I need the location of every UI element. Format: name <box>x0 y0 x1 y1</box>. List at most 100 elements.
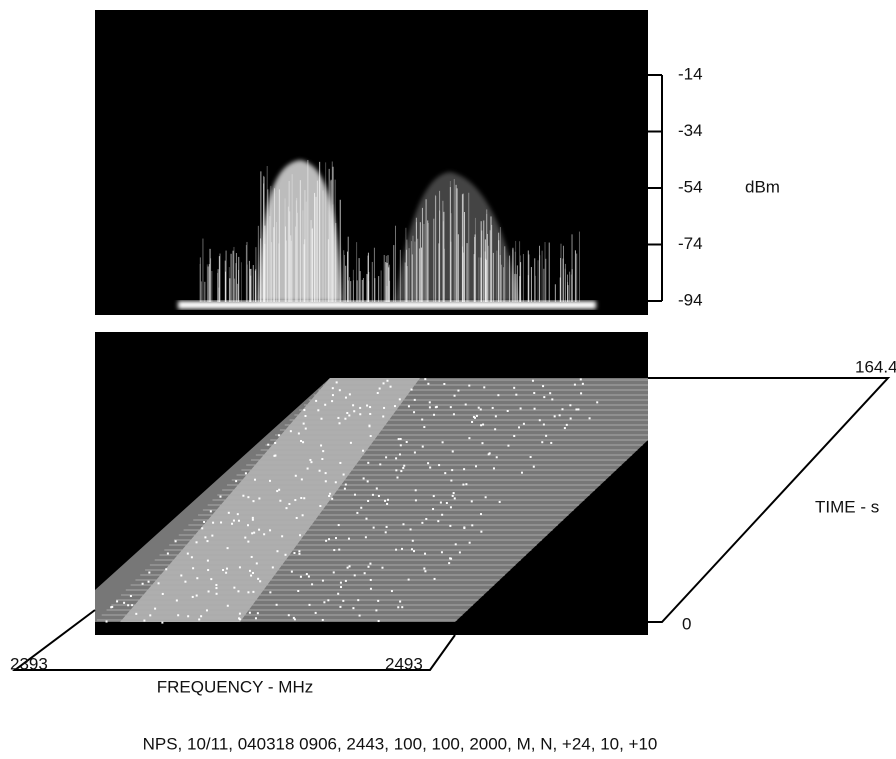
waterfall-dot <box>186 552 189 555</box>
waterfall-dot <box>211 534 214 537</box>
waterfall-dot <box>184 580 187 583</box>
waterfall-dot <box>399 444 402 447</box>
waterfall-dot <box>359 406 362 409</box>
waterfall-dot <box>300 478 303 481</box>
waterfall-dot <box>580 392 583 395</box>
waterfall-dot <box>321 618 324 621</box>
waterfall-dot <box>402 466 405 469</box>
waterfall-dot <box>346 566 349 569</box>
waterfall-dot <box>398 453 401 456</box>
waterfall-dot <box>409 528 412 531</box>
waterfall-dot <box>452 413 455 416</box>
waterfall-dot <box>342 599 345 602</box>
waterfall-dot <box>192 567 195 570</box>
waterfall-dot <box>463 468 466 471</box>
spectrum-panel <box>95 10 648 315</box>
waterfall-dot <box>533 407 536 410</box>
waterfall-dot <box>448 562 451 565</box>
waterfall-dot <box>399 438 402 441</box>
waterfall-dot <box>375 609 378 612</box>
waterfall-dot <box>281 535 284 538</box>
x-axis-label: FREQUENCY - MHz <box>157 677 313 696</box>
waterfall-dot <box>362 477 365 480</box>
waterfall-dot <box>295 516 298 519</box>
waterfall-dot <box>339 605 342 608</box>
waterfall-dot <box>143 619 146 622</box>
waterfall-dot <box>444 472 447 475</box>
waterfall-dot <box>369 406 372 409</box>
waterfall-dot <box>247 540 250 543</box>
waterfall-dot <box>324 480 327 483</box>
waterfall-dot <box>324 403 327 406</box>
waterfall-dot <box>375 487 378 490</box>
waterfall-dot <box>250 555 253 558</box>
waterfall-dot <box>450 557 453 560</box>
waterfall-dot <box>347 537 350 540</box>
waterfall-dot <box>495 456 498 459</box>
waterfall-dot <box>384 499 387 502</box>
waterfall-dot <box>331 497 334 500</box>
waterfall-dot <box>346 411 349 414</box>
waterfall-dot <box>301 514 304 517</box>
waterfall-dot <box>451 450 454 453</box>
waterfall-dot <box>195 594 198 597</box>
waterfall-dot <box>339 461 342 464</box>
waterfall-dot <box>274 441 277 444</box>
waterfall-dot <box>237 519 240 522</box>
waterfall-dot <box>432 495 435 498</box>
waterfall-dot <box>450 479 453 482</box>
waterfall-dot <box>205 609 208 612</box>
waterfall-dot <box>424 552 427 555</box>
spectrum-trace <box>178 160 596 309</box>
waterfall-dot <box>393 405 396 408</box>
waterfall-dot <box>465 483 468 486</box>
waterfall-dot <box>390 590 393 593</box>
waterfall-dot <box>371 493 374 496</box>
waterfall-dot <box>294 499 297 502</box>
waterfall-dot <box>369 587 372 590</box>
waterfall-dot <box>384 531 387 534</box>
waterfall-dot <box>432 508 435 511</box>
waterfall-dot <box>235 480 238 483</box>
waterfall-dot <box>210 578 213 581</box>
waterfall-dot <box>433 577 436 580</box>
waterfall-dot <box>565 423 568 426</box>
waterfall-dot <box>276 550 279 553</box>
waterfall-dot <box>553 415 556 418</box>
waterfall-dot <box>320 444 323 447</box>
waterfall-dot <box>254 478 257 481</box>
waterfall-dot <box>293 618 296 621</box>
waterfall-dot <box>449 557 452 560</box>
waterfall-dot <box>175 599 178 602</box>
waterfall-dot <box>328 495 331 498</box>
waterfall-dot <box>198 618 201 621</box>
waterfall-dot <box>382 382 385 385</box>
waterfall-dot <box>219 495 222 498</box>
waterfall-dot <box>317 409 320 412</box>
waterfall-dot <box>367 565 370 568</box>
waterfall-dot <box>344 579 347 582</box>
waterfall-dot <box>423 426 426 429</box>
waterfall-dot <box>212 521 215 524</box>
waterfall-dot <box>238 566 241 569</box>
waterfall-dot <box>342 473 345 476</box>
waterfall-dot <box>434 406 437 409</box>
waterfall-dot <box>475 414 478 417</box>
waterfall-dot <box>397 606 400 609</box>
waterfall-dot <box>414 489 417 492</box>
waterfall-dot <box>251 532 254 535</box>
waterfall-dot <box>338 548 341 551</box>
waterfall-dot <box>376 391 379 394</box>
waterfall-dot <box>454 543 457 546</box>
waterfall-dot <box>304 414 307 417</box>
waterfall-dot <box>191 595 194 598</box>
waterfall-dot <box>287 614 290 617</box>
waterfall-dot <box>468 437 471 440</box>
waterfall-dot <box>225 571 228 574</box>
waterfall-dot <box>236 513 239 516</box>
waterfall-dot <box>439 501 442 504</box>
waterfall-dot <box>334 537 337 540</box>
waterfall-dot <box>413 451 416 454</box>
waterfall-dot <box>372 526 375 529</box>
waterfall-dot <box>464 403 467 406</box>
